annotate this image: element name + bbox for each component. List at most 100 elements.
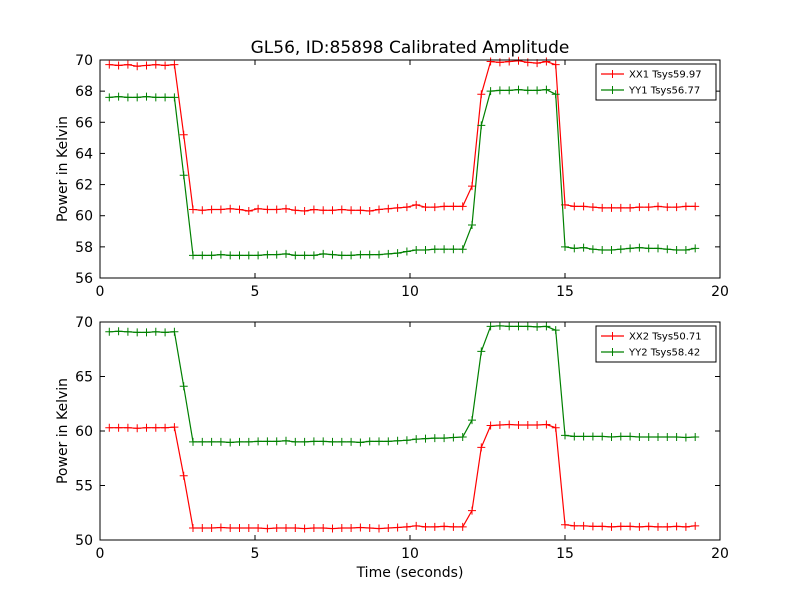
chart-1-series-1-point (133, 328, 142, 337)
chart-1-series-1-point (105, 327, 114, 336)
chart-0-series-1-point (616, 245, 625, 254)
chart-1-series-0-point (105, 423, 114, 432)
chart-0-series-1-point (681, 245, 690, 254)
chart-1-series-1-point (254, 437, 263, 446)
chart-0-series-0-point (440, 202, 449, 211)
chart-1-series-1-point (533, 322, 542, 331)
chart-1-series-0-point (328, 524, 337, 533)
chart-0-series-0-point (365, 207, 374, 216)
chart-1-y-tick-label: 70 (75, 315, 93, 331)
chart-1-series-0-point (393, 523, 402, 532)
chart-0-series-0-point (412, 200, 421, 209)
chart-0-x-tick-label: 15 (556, 284, 574, 300)
chart-1-series-0-point (654, 522, 662, 531)
chart-1-series-0-point (300, 524, 309, 533)
chart-0-series-1-point (635, 243, 644, 252)
chart-1-series-1-point (263, 437, 272, 446)
chart-0-series-0-point (635, 203, 644, 212)
chart-1-series-0-point (207, 524, 216, 533)
chart-1-series-0-point (291, 524, 300, 533)
chart-1-series-1-point (170, 327, 179, 336)
chart-0-y-tick-label: 56 (75, 271, 93, 287)
chart-0-series-1-point (133, 93, 142, 102)
chart-1-series-0-point (542, 420, 551, 429)
chart-1-series-1-point (179, 382, 188, 391)
chart-0-series-1-point (468, 221, 476, 230)
chart-0-series-1-point (570, 244, 579, 253)
chart-0-legend-marker (608, 70, 617, 78)
chart-0-series-1-point (626, 244, 635, 253)
chart-0-series-0-point (644, 203, 653, 212)
chart-1-series-0-point (635, 522, 644, 531)
chart-0-series-1-point (244, 251, 253, 260)
chart-0-series-0-point (328, 206, 337, 215)
chart-0-series-1-point (449, 245, 458, 254)
chart-1-series-1-point (207, 437, 216, 446)
chart-1-series-1-point (672, 432, 681, 441)
chart-1-series-1-point (588, 432, 597, 441)
chart-0-series-0-point (263, 205, 272, 214)
chart-1-series-1-point (440, 434, 449, 443)
chart-0-y-tick-label: 68 (75, 84, 93, 100)
chart-0-series-1-point (254, 251, 263, 260)
chart-0-series-0-point (663, 203, 672, 212)
chart-0-series-0-point (198, 206, 207, 215)
chart-0-series-1-point (607, 245, 616, 254)
chart-0-series-1-point (337, 251, 346, 260)
chart-0-series-0-point (282, 204, 290, 213)
chart-1-series-1-point (691, 432, 700, 441)
chart-1-series-0-point (347, 524, 356, 533)
chart-0-series-0-point (337, 205, 346, 214)
top-subplot: 0 5 10 15 20 56 58 60 62 64 66 68 70 Power in Kelvin X… (55, 53, 729, 300)
chart-0-series-1-point (179, 171, 188, 180)
chart-0-legend-box (595, 63, 717, 101)
chart-0-y-axis-label: Power in Kelvin (55, 116, 71, 222)
chart-0-series-0-point (272, 205, 281, 214)
chart-0-legend-marker (608, 86, 617, 94)
chart-1-series-0-point (263, 524, 272, 533)
chart-0-series-0-point (579, 202, 588, 211)
chart-0-y-tick-label: 60 (75, 209, 93, 225)
chart-0-series-1-point (495, 86, 504, 95)
chart-1-series-0-point (282, 524, 290, 533)
chart-1-series-line-0 (109, 423, 696, 530)
chart-0-series-1-point (440, 245, 449, 254)
chart-0-series-0-point (588, 203, 597, 212)
chart-1-series-1-point (402, 436, 411, 445)
chart-1-series-0-point (626, 522, 635, 531)
chart-1-series-1-point (468, 416, 476, 425)
chart-0-series-1-point (347, 251, 356, 260)
chart-1-series-0-point (551, 423, 560, 432)
chart-1-series-1-point (570, 432, 579, 441)
chart-0-x-tick-label: 10 (401, 284, 419, 300)
chart-0-series-1-point (458, 245, 467, 254)
chart-0-series-1-point (105, 93, 114, 102)
chart-0-x-tick-label: 0 (96, 284, 105, 300)
chart-1-series-1-point (607, 432, 616, 441)
chart-0-series-1-point (514, 85, 523, 94)
chart-1-series-1-point (430, 434, 439, 443)
chart-0-series-0-point (430, 203, 439, 212)
chart-1-series-0-point (384, 524, 393, 533)
chart-0-series-0-point (142, 61, 151, 70)
chart-0-series-0-point (105, 60, 114, 69)
chart-0-series-1-point (477, 121, 486, 130)
chart-0-series-0-point (226, 204, 235, 213)
chart-0-series-0-point (151, 60, 160, 69)
chart-1-x-axis-label: Time (seconds) (356, 565, 464, 581)
chart-1-series-1-point (235, 437, 244, 446)
chart-0-series-1-point (216, 250, 225, 259)
chart-1-series-1-point (198, 437, 207, 446)
bottom-subplot: 0 5 10 15 20 50 55 60 65 70 Power in Kelvin Time (s… (55, 315, 729, 581)
chart-1-series-1-point (626, 432, 635, 441)
chart-0-series-0-point (607, 203, 616, 212)
chart-1-legend-marker (608, 332, 617, 340)
chart-0-series-1-point (300, 251, 309, 260)
chart-0-series-1-point (402, 247, 411, 256)
chart-1-series-1-point (384, 437, 393, 446)
chart-1-series-1-point (477, 347, 486, 356)
chart-0-series-1-point (505, 86, 514, 95)
chart-1-series-0-point (570, 521, 579, 530)
chart-0-series-1-point (328, 250, 337, 259)
chart-0-series-0-point (570, 202, 579, 211)
